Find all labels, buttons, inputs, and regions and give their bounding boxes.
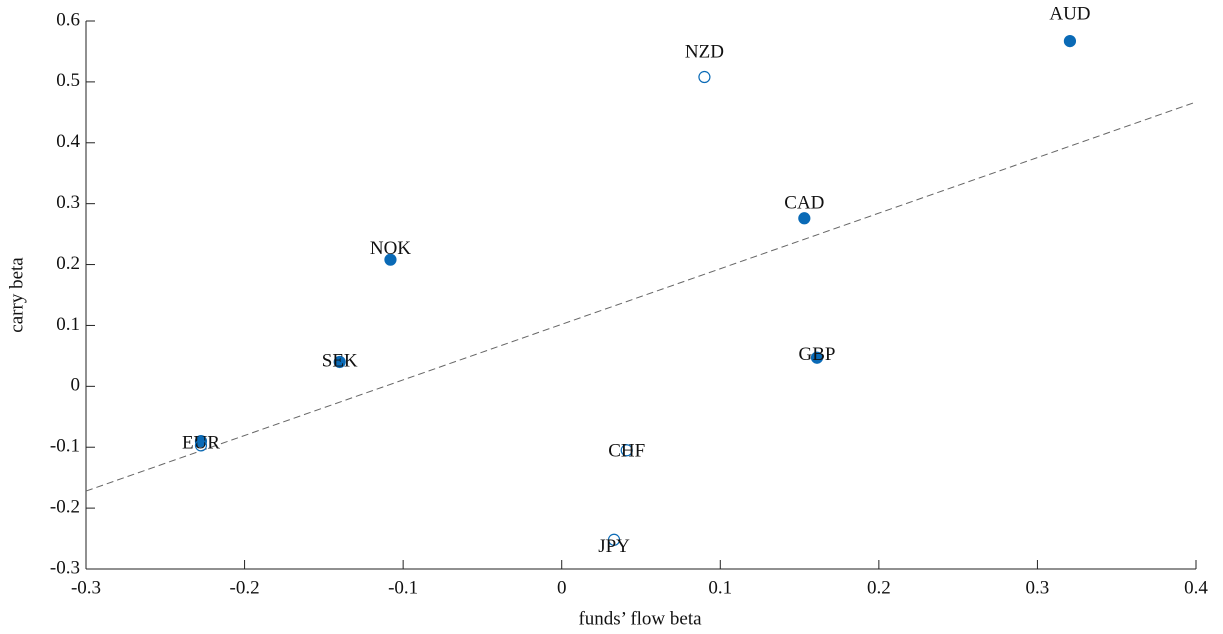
y-tick-label: -0.3 [50, 557, 80, 578]
x-axis-label: funds’ flow beta [578, 608, 702, 629]
y-tick-label: 0.3 [56, 192, 80, 213]
x-tick-label: 0.3 [1026, 577, 1050, 598]
point [384, 253, 397, 266]
point [333, 355, 346, 369]
point-label: NOK [370, 238, 411, 259]
x-tick-label: -0.2 [230, 577, 260, 598]
point-label: GBP [799, 344, 836, 365]
x-tick-label: 0.1 [708, 577, 732, 598]
point [194, 435, 208, 448]
x-tick-label: -0.1 [388, 577, 418, 598]
y-tick-label: 0.1 [56, 314, 80, 335]
point-label: CHF [608, 441, 645, 462]
x-tick-label: -0.3 [71, 577, 101, 598]
point [607, 533, 621, 546]
x-tick-label: 0 [557, 577, 567, 598]
y-axis-label: carry beta [6, 257, 27, 333]
y-tick-label: -0.1 [50, 436, 80, 457]
x-tick-label: 0.4 [1184, 577, 1208, 598]
point [194, 439, 208, 452]
point [1063, 34, 1077, 48]
point-label: JPY [598, 536, 630, 557]
fit-line [85, 101, 1197, 492]
point [810, 351, 824, 364]
point [798, 212, 811, 225]
x-tick-label: 0.2 [867, 577, 891, 598]
y-tick-label: -0.2 [50, 496, 80, 517]
point-label: NZD [685, 41, 724, 62]
y-tick-label: 0.2 [56, 253, 80, 274]
point [620, 444, 633, 457]
point-label: CAD [784, 193, 824, 214]
y-tick-label: 0.4 [56, 131, 80, 152]
point [698, 70, 711, 84]
point-label: EUR [182, 432, 220, 453]
point-label: AUD [1049, 3, 1090, 24]
y-tick-label: 0.6 [56, 9, 80, 30]
y-tick-label: 0 [71, 375, 81, 396]
y-tick-label: 0.5 [56, 70, 80, 91]
point-label: SEK [322, 350, 358, 371]
